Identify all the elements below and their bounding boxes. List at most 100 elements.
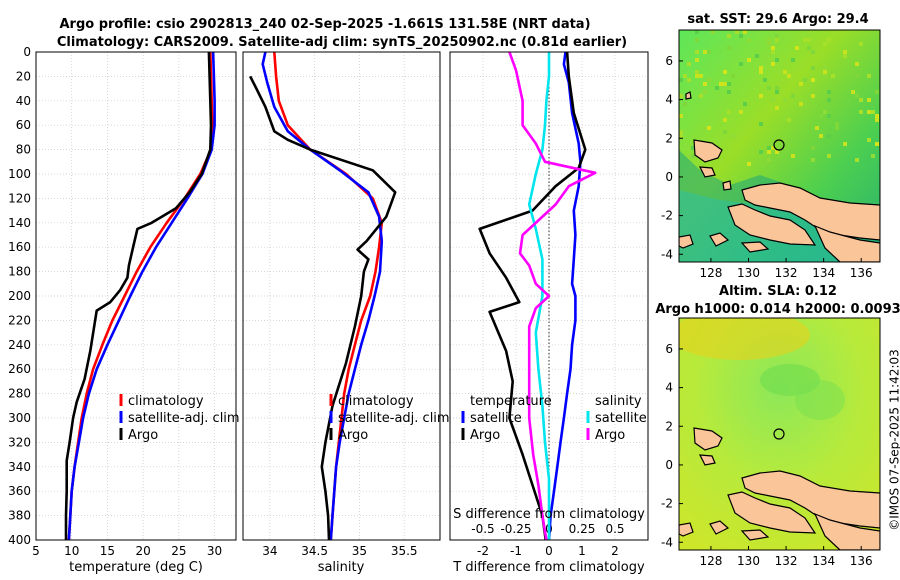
depth-tick-label: 160 — [8, 240, 31, 254]
plot-frame — [35, 51, 237, 541]
sst-pixel — [695, 38, 699, 42]
depth-tick-label: 240 — [8, 338, 31, 352]
map-lat-label: -2 — [661, 497, 673, 511]
sst-pixel — [871, 154, 875, 158]
sst-pixel — [831, 74, 835, 78]
sst-pixel — [811, 146, 815, 150]
sst-pixel — [855, 158, 859, 162]
depth-axis-labels: 0 20 40 60 80 100 120 140 160 180 200 220 240 260 280 3… — [8, 45, 31, 547]
sst-pixel — [723, 82, 727, 86]
sst-map-title: sat. SST: 29.6 Argo: 29.4 — [687, 12, 868, 27]
sst-pixel — [787, 118, 791, 122]
sst-pixel — [679, 130, 683, 134]
sst-pixel — [771, 62, 775, 66]
sst-pixel — [775, 90, 779, 94]
sst-pixel — [835, 154, 839, 158]
x-tick-label: 35 — [352, 544, 367, 558]
sst-pixel — [695, 74, 699, 78]
sst-pixel — [771, 50, 775, 54]
map-lon-label: 130 — [737, 266, 760, 280]
x-tick-label: 30 — [207, 544, 222, 558]
sst-pixel — [695, 70, 699, 74]
sla-land — [679, 427, 880, 550]
sst-pixel — [707, 126, 711, 130]
series-line-s-argo — [508, 51, 597, 541]
sst-pixel — [859, 110, 863, 114]
sst-pixel — [827, 90, 831, 94]
sst-pixel — [759, 66, 763, 70]
sst-pixel — [827, 134, 831, 138]
sst-pixel — [759, 150, 763, 154]
depth-tick-label: 60 — [16, 118, 31, 132]
legend-label-satellite: satellite-adj. clim — [338, 411, 450, 426]
sst-pixel — [807, 46, 811, 50]
depth-tick-label: 0 — [23, 45, 31, 59]
sst-pixel — [691, 154, 695, 158]
x-tick-label: 34.5 — [301, 544, 328, 558]
sst-pixel — [799, 82, 803, 86]
sst-pixel — [843, 54, 847, 58]
temperature-xlabel: temperature (deg C) — [69, 560, 203, 575]
x-tick-label: 35.5 — [391, 544, 418, 558]
map-lon-label: 136 — [850, 266, 873, 280]
series-line-argo — [64, 51, 213, 540]
legend-label-t-satellite: satellite — [470, 411, 522, 426]
sst-pixel — [739, 34, 743, 38]
sst-pixel — [739, 62, 743, 66]
map-lat-label: 0 — [665, 170, 673, 184]
sst-map-frame — [678, 29, 881, 263]
map-lon-label: 132 — [775, 554, 798, 568]
map-lat-label: 2 — [665, 131, 673, 145]
sst-pixel — [767, 38, 771, 42]
depth-tick-label: 20 — [16, 69, 31, 83]
salinity-xlabel: salinity — [318, 560, 365, 575]
sst-pixel — [767, 146, 771, 150]
sst-pixel — [811, 94, 815, 98]
sst-pixel — [759, 94, 763, 98]
series-line-argo — [249, 75, 397, 541]
sst-pixel — [823, 74, 827, 78]
sst-pixel — [703, 126, 707, 130]
sst-pixel — [715, 86, 719, 90]
sst-pixel — [759, 122, 763, 126]
argo-location-marker — [773, 428, 785, 440]
sst-pixel — [823, 66, 827, 70]
sst-pixel — [703, 50, 707, 54]
x-tick-label: 25 — [171, 544, 186, 558]
sst-pixel — [823, 70, 827, 74]
x-tick-label: -2 — [477, 544, 489, 558]
plot-frame — [449, 51, 649, 541]
sst-pixel — [819, 114, 823, 118]
difference-panel: -2 -1 0 1 2-0.5 -0.25 0 0.25 0.5 — [449, 51, 649, 558]
sst-pixel — [731, 74, 735, 78]
sst-pixel — [843, 142, 847, 146]
sst-pixel — [867, 110, 871, 114]
map-lat-label: -4 — [661, 535, 673, 549]
salinity-legend: climatology satellite-adj. clim Argo — [329, 394, 450, 443]
sst-pixel — [679, 94, 683, 98]
sst-pixel — [799, 102, 803, 106]
sst-pixel — [727, 90, 731, 94]
sst-pixel — [679, 78, 683, 82]
sst-pixel — [679, 134, 683, 138]
x-tick-label: 5 — [32, 544, 40, 558]
argo-location-marker — [773, 139, 785, 151]
sst-pixel — [815, 126, 819, 130]
depth-tick-label: 80 — [16, 143, 31, 157]
legend-label-argo: Argo — [338, 428, 368, 443]
sst-pixel — [811, 50, 815, 54]
sst-pixel — [787, 74, 791, 78]
sst-pixel — [691, 146, 695, 150]
plot-frame — [242, 51, 441, 541]
sst-pixel — [767, 86, 771, 90]
sst-pixel — [855, 74, 859, 78]
map-lat-label: -4 — [661, 247, 673, 261]
sst-pixel — [823, 110, 827, 114]
sst-pixel — [851, 90, 855, 94]
sst-pixel — [827, 98, 831, 102]
sst-pixel — [767, 150, 771, 154]
legend-label-s-satellite: satellite — [595, 411, 647, 426]
map-lat-label: 2 — [665, 419, 673, 433]
sst-pixel — [775, 34, 779, 38]
map-lon-label: 132 — [775, 266, 798, 280]
